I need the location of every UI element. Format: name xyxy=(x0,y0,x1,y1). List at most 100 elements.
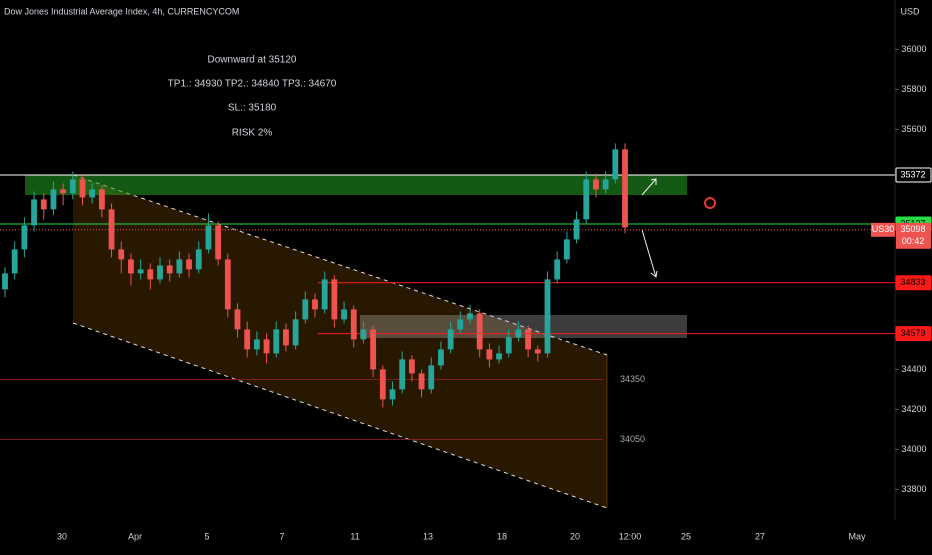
candle-body xyxy=(137,269,144,274)
candle-body xyxy=(89,189,96,198)
y-tick-label: 34000 xyxy=(901,444,926,454)
y-tick-label: 34200 xyxy=(901,404,926,414)
current-tag xyxy=(896,222,931,249)
candle-body xyxy=(147,269,154,280)
candle-body xyxy=(244,329,251,350)
symbol-tag xyxy=(871,222,895,237)
price-tag-label: 35372 xyxy=(900,169,925,179)
candle-body xyxy=(360,329,367,340)
candle-body xyxy=(224,259,231,310)
x-tick-label: 11 xyxy=(350,531,359,541)
candle-body xyxy=(176,259,183,274)
current-label: 35098 xyxy=(900,224,925,234)
x-tick-label: 25 xyxy=(681,531,691,541)
candle-body xyxy=(263,339,270,354)
candle-body xyxy=(302,299,309,320)
candle-body xyxy=(321,279,328,310)
symbol-label: US30 xyxy=(872,224,895,234)
candle-body xyxy=(312,299,318,310)
x-tick-label: 7 xyxy=(279,531,284,541)
annotation: RISK 2% xyxy=(232,128,273,139)
candle-body xyxy=(215,225,222,260)
candle-body xyxy=(31,199,37,226)
candle-body xyxy=(234,309,241,330)
y-tick-label: 35800 xyxy=(901,84,926,94)
y-tick-label: 33800 xyxy=(901,484,926,494)
price-tag xyxy=(895,275,932,291)
candle-body xyxy=(418,373,425,390)
candle-body xyxy=(438,349,444,366)
candle-body xyxy=(157,265,163,280)
channel-bottom xyxy=(72,322,608,509)
candle-body xyxy=(60,189,67,194)
candle-body xyxy=(253,339,260,350)
candle-body xyxy=(292,319,299,346)
x-tick-label: 27 xyxy=(755,531,765,541)
price-tag-label: 34579 xyxy=(900,328,925,338)
x-tick-label: 18 xyxy=(497,531,507,541)
x-tick-label: 12:00 xyxy=(619,531,642,541)
candle-body xyxy=(379,369,386,400)
candle-body xyxy=(428,365,435,390)
candle-body xyxy=(457,319,464,330)
candle-body xyxy=(496,353,502,360)
candle-body xyxy=(583,179,590,220)
candle-body xyxy=(467,313,473,320)
candle-body xyxy=(612,149,619,180)
candle-body xyxy=(205,225,212,250)
candle-body xyxy=(69,179,76,194)
x-tick-label: Apr xyxy=(128,531,142,541)
candle-body xyxy=(108,209,115,250)
level-label: 34350 xyxy=(620,374,645,384)
candle-body xyxy=(2,273,8,290)
candle-body xyxy=(331,279,338,320)
chart-title: Dow Jones Industrial Average Index, 4h, … xyxy=(4,6,239,16)
candle-body xyxy=(408,359,415,374)
candle-body xyxy=(399,359,406,390)
candle-body xyxy=(602,179,609,190)
candle-body xyxy=(195,249,202,270)
x-tick-label: May xyxy=(848,531,866,541)
countdown: 00:42 xyxy=(902,236,925,246)
level-label: 34050 xyxy=(620,434,645,444)
gray-zone xyxy=(360,315,687,338)
arrow-up xyxy=(641,178,657,196)
y-tick-label: 34400 xyxy=(901,364,926,374)
candle-body xyxy=(515,329,522,338)
candle-body xyxy=(476,313,483,350)
arrow-up-head xyxy=(650,178,657,185)
candle-body xyxy=(534,349,541,354)
candle-body xyxy=(21,225,28,250)
candle-body xyxy=(544,279,551,354)
candle-body xyxy=(370,329,377,370)
candle-body xyxy=(525,329,532,350)
x-tick-label: 13 xyxy=(423,531,433,541)
channel-fill xyxy=(73,175,607,508)
alert-icon[interactable] xyxy=(704,197,716,209)
arrow-down xyxy=(641,229,657,278)
price-tag-label: 34833 xyxy=(900,277,925,287)
candle-body xyxy=(79,179,86,198)
x-tick-label: 5 xyxy=(204,531,209,541)
price-tag xyxy=(895,326,932,342)
candle-body xyxy=(283,329,289,346)
candle-body xyxy=(350,309,357,340)
candle-body xyxy=(50,189,57,210)
annotation: Downward at 35120 xyxy=(208,55,297,66)
candle-body xyxy=(554,259,561,280)
channel-top xyxy=(72,174,608,356)
x-tick-label: 30 xyxy=(57,531,67,541)
candle-body xyxy=(447,329,454,350)
candle-body xyxy=(389,389,396,400)
candle-body xyxy=(98,189,105,210)
arrow-down-head xyxy=(650,270,658,278)
candle-body xyxy=(118,249,125,260)
candle-body xyxy=(128,259,134,274)
annotation: TP1.: 34930 TP2.: 34840 TP3.: 34670 xyxy=(168,79,337,90)
y-tick-label: 35600 xyxy=(901,124,926,134)
candle-body xyxy=(273,329,280,354)
candle-body xyxy=(11,249,18,274)
candle-body xyxy=(593,179,599,190)
